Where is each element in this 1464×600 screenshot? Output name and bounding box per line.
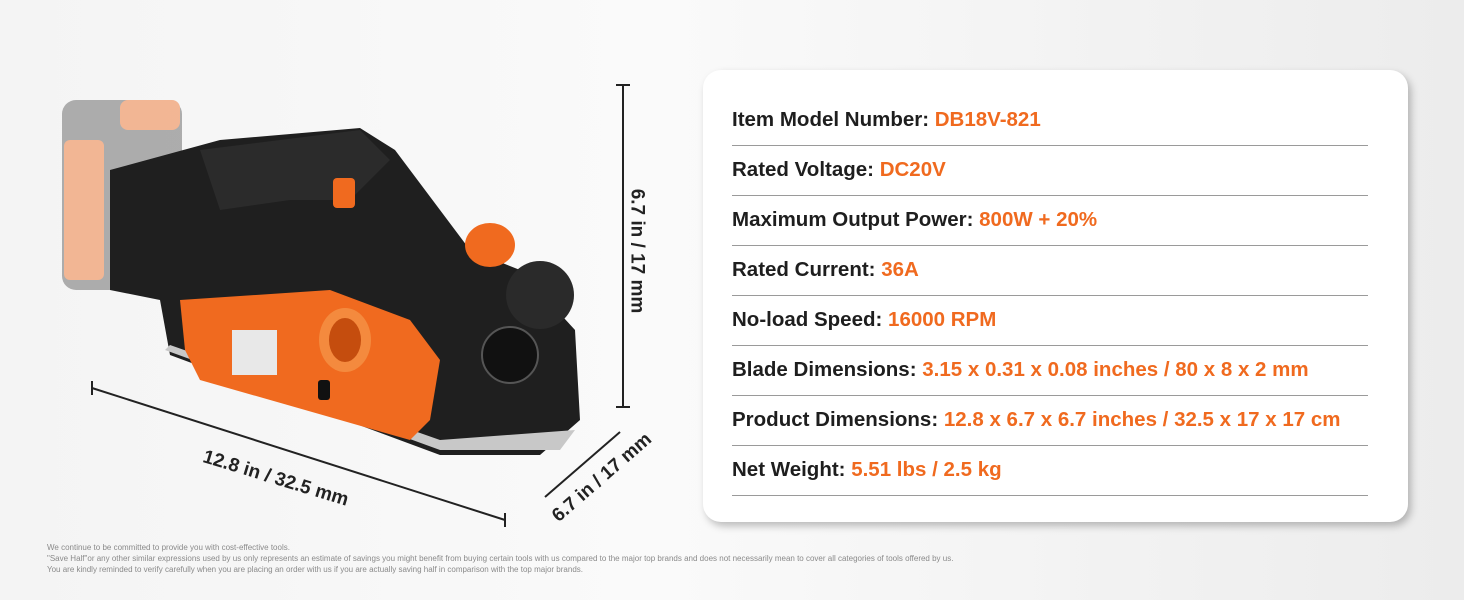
planer-body: [110, 128, 580, 455]
spec-value: DB18V-821: [934, 108, 1041, 131]
spec-value: DC20V: [879, 158, 946, 181]
disclaimer-line: "Save Half"or any other similar expressi…: [47, 554, 954, 563]
spec-row-model: Item Model Number: DB18V-821: [732, 95, 1368, 146]
spec-label: Rated Voltage:: [732, 158, 880, 181]
spec-row-product-dimensions: Product Dimensions: 12.8 x 6.7 x 6.7 inc…: [732, 395, 1368, 446]
spec-row-weight: Net Weight: 5.51 lbs / 2.5 kg: [732, 445, 1368, 496]
dimension-lines: [91, 84, 630, 527]
spec-value: 16000 RPM: [888, 308, 997, 331]
spec-value: 12.8 x 6.7 x 6.7 inches / 32.5 x 17 x 17…: [943, 408, 1341, 431]
planer-product-image: [62, 84, 630, 527]
spec-label: Product Dimensions:: [732, 408, 944, 431]
spec-label: Item Model Number:: [732, 108, 935, 131]
spec-row-voltage: Rated Voltage: DC20V: [732, 145, 1368, 196]
spec-value: 36A: [881, 258, 919, 281]
spec-value: 800W + 20%: [979, 208, 1098, 231]
spec-row-power: Maximum Output Power: 800W + 20%: [732, 195, 1368, 246]
spec-card: Item Model Number: DB18V-821 Rated Volta…: [703, 70, 1408, 522]
disclaimer-line: We continue to be committed to provide y…: [47, 543, 290, 552]
disclaimer-line: You are kindly reminded to verify carefu…: [47, 565, 583, 574]
disclaimer: We continue to be committed to provide y…: [47, 542, 953, 575]
spec-label: No-load Speed:: [732, 308, 889, 331]
spec-value: 5.51 lbs / 2.5 kg: [851, 458, 1002, 481]
spec-label: Rated Current:: [732, 258, 882, 281]
height-dimension-label: 6.7 in / 17 mm: [626, 188, 648, 314]
spec-label: Blade Dimensions:: [732, 358, 923, 381]
spec-row-blade: Blade Dimensions: 3.15 x 0.31 x 0.08 inc…: [732, 345, 1368, 396]
spec-row-current: Rated Current: 36A: [732, 245, 1368, 296]
spec-row-speed: No-load Speed: 16000 RPM: [732, 295, 1368, 346]
spec-label: Net Weight:: [732, 458, 852, 481]
spec-value: 3.15 x 0.31 x 0.08 inches / 80 x 8 x 2 m…: [922, 358, 1309, 381]
spec-label: Maximum Output Power:: [732, 208, 980, 231]
